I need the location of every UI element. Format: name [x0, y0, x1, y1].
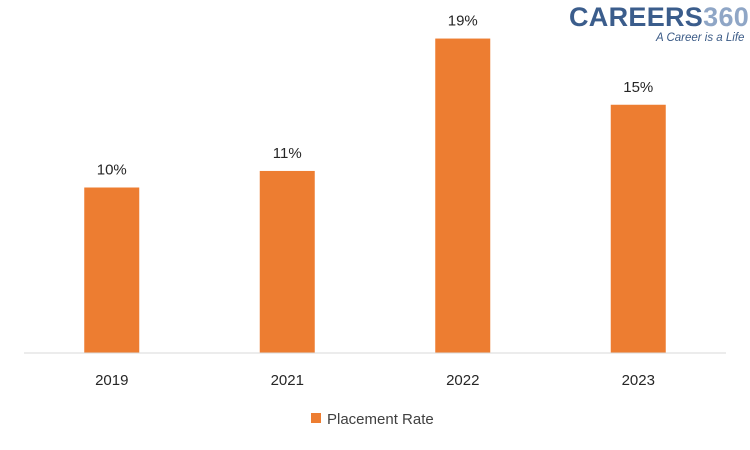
bar-2022: [435, 38, 491, 354]
bar-2023: [610, 104, 666, 353]
data-label-2023: 15%: [623, 79, 653, 96]
logo-text-careers: CAREERS: [569, 2, 704, 32]
logo-text-360: 360: [703, 2, 750, 32]
logo-tagline: A Career is a Life: [656, 32, 745, 44]
data-label-2019: 10%: [97, 162, 127, 179]
bar-2021: [259, 170, 315, 353]
x-tick-label-2023: 2023: [622, 372, 655, 389]
data-label-2021: 11%: [273, 145, 302, 162]
legend-swatch: [311, 413, 321, 423]
x-tick-label-2021: 2021: [271, 372, 304, 389]
data-label-2022: 19%: [448, 13, 478, 30]
legend: Placement Rate: [311, 411, 434, 428]
bars-group: [84, 38, 666, 354]
x-tick-label-2022: 2022: [446, 372, 479, 389]
legend-label: Placement Rate: [327, 411, 434, 428]
data-labels-group: 10% 11% 19% 15%: [97, 13, 654, 179]
x-tick-labels-group: 2019 2021 2022 2023: [95, 372, 655, 389]
bar-2019: [84, 187, 140, 353]
careers360-logo: CAREERS360 A Career is a Life: [556, 0, 750, 52]
x-tick-label-2019: 2019: [95, 372, 128, 389]
